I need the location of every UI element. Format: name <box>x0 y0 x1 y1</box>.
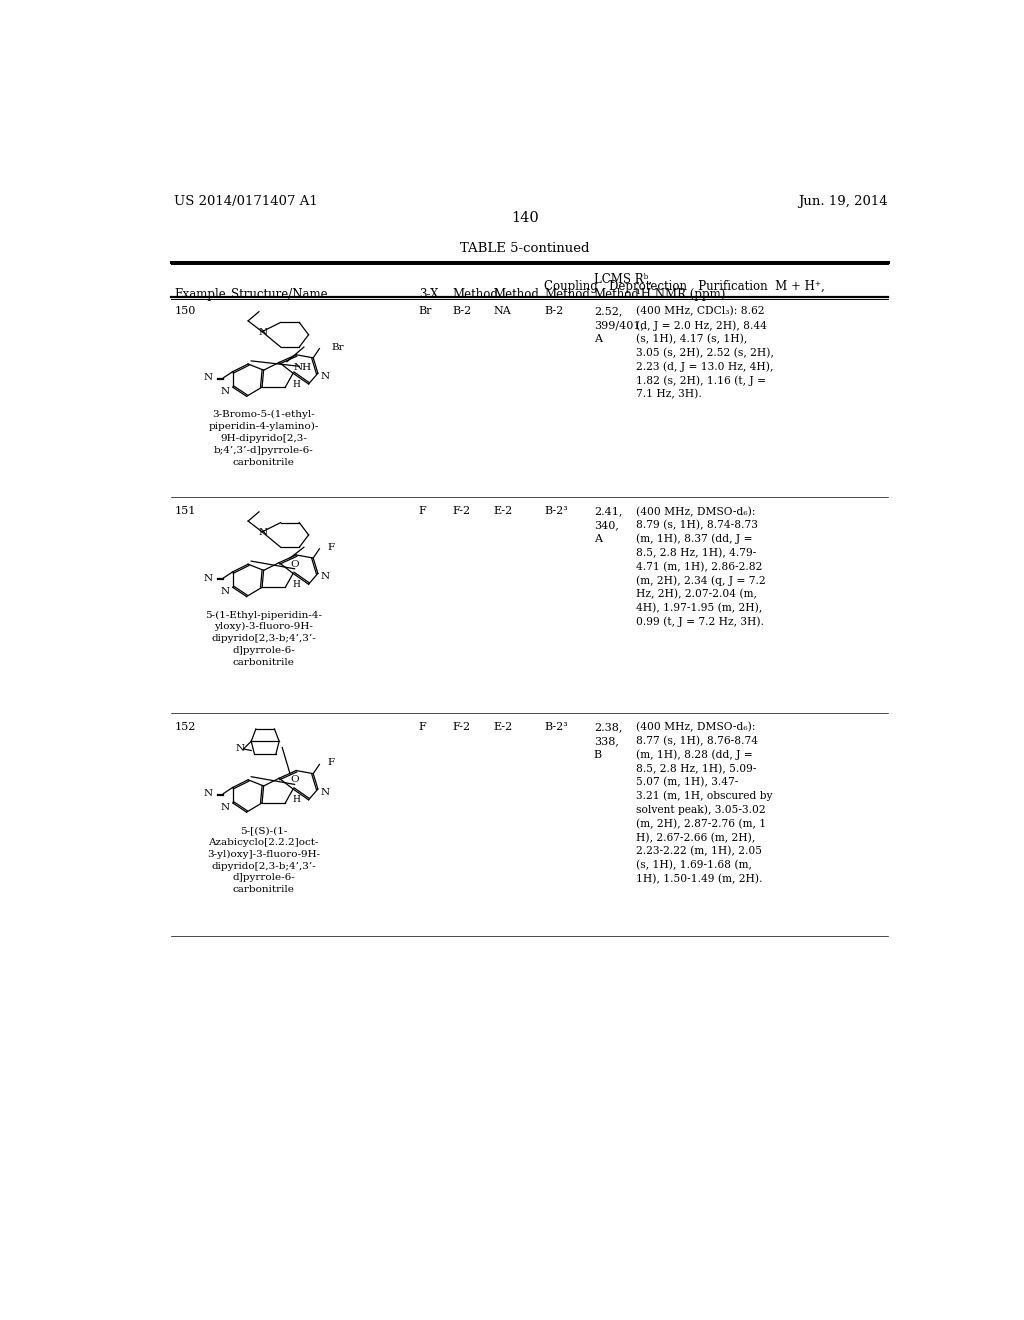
Text: US 2014/0171407 A1: US 2014/0171407 A1 <box>174 195 318 209</box>
Text: TABLE 5-continued: TABLE 5-continued <box>460 242 590 255</box>
Text: N: N <box>220 803 229 812</box>
Text: NH: NH <box>293 363 311 372</box>
Text: 2.52,
399/401,
A: 2.52, 399/401, A <box>594 306 644 345</box>
Text: H: H <box>292 579 300 589</box>
Text: Method: Method <box>494 288 540 301</box>
Text: 2.38,
338,
B: 2.38, 338, B <box>594 722 623 760</box>
Text: E-2: E-2 <box>494 507 513 516</box>
Text: H: H <box>292 380 300 388</box>
Text: 3-X: 3-X <box>419 288 438 301</box>
Text: 140: 140 <box>511 211 539 224</box>
Text: N: N <box>204 374 212 383</box>
Text: H: H <box>292 796 300 804</box>
Text: N: N <box>258 528 267 537</box>
Text: 2.41,
340,
A: 2.41, 340, A <box>594 507 623 544</box>
Text: B-2³: B-2³ <box>544 507 568 516</box>
Text: ¹H NMR (ppm): ¹H NMR (ppm) <box>636 288 725 301</box>
Text: N: N <box>204 574 212 582</box>
Text: O: O <box>291 775 299 784</box>
Text: 152: 152 <box>174 722 196 733</box>
Text: N: N <box>236 744 245 754</box>
Text: (400 MHz, CDCl₃): 8.62
(d, J = 2.0 Hz, 2H), 8.44
(s, 1H), 4.17 (s, 1H),
3.05 (s,: (400 MHz, CDCl₃): 8.62 (d, J = 2.0 Hz, 2… <box>636 306 773 400</box>
Text: (400 MHz, DMSO-d₆):
8.77 (s, 1H), 8.76-8.74
(m, 1H), 8.28 (dd, J =
8.5, 2.8 Hz, : (400 MHz, DMSO-d₆): 8.77 (s, 1H), 8.76-8… <box>636 722 772 884</box>
Text: Example: Example <box>174 288 226 301</box>
Text: Br: Br <box>419 306 432 317</box>
Text: Method: Method <box>594 288 640 301</box>
Text: B-2: B-2 <box>544 306 563 317</box>
Text: Method: Method <box>544 288 590 301</box>
Text: 5-(1-Ethyl-piperidin-4-
yloxy)-3-fluoro-9H-
dipyrido[2,3-b;4’,3’-
d]pyrrole-6-
c: 5-(1-Ethyl-piperidin-4- yloxy)-3-fluoro-… <box>205 610 323 667</box>
Text: E-2: E-2 <box>494 722 513 733</box>
Text: Method: Method <box>452 288 498 301</box>
Text: (400 MHz, DMSO-d₆):
8.79 (s, 1H), 8.74-8.73
(m, 1H), 8.37 (dd, J =
8.5, 2.8 Hz, : (400 MHz, DMSO-d₆): 8.79 (s, 1H), 8.74-8… <box>636 507 765 627</box>
Text: N: N <box>220 387 229 396</box>
Text: NA: NA <box>494 306 512 317</box>
Text: N: N <box>321 788 330 796</box>
Text: 150: 150 <box>174 306 196 317</box>
Text: Structure/Name: Structure/Name <box>230 288 328 301</box>
Text: O: O <box>291 560 299 569</box>
Text: Coupling   Deprotection   Purification  M + H⁺,: Coupling Deprotection Purification M + H… <box>544 280 825 293</box>
Text: N: N <box>321 372 330 380</box>
Text: Br: Br <box>332 343 344 351</box>
Text: Jun. 19, 2014: Jun. 19, 2014 <box>798 195 888 209</box>
Text: F: F <box>419 507 426 516</box>
Text: N: N <box>204 789 212 799</box>
Text: 151: 151 <box>174 507 196 516</box>
Text: LCMS Rᵇ,: LCMS Rᵇ, <box>594 272 652 285</box>
Text: N: N <box>258 327 267 337</box>
Text: B-2³: B-2³ <box>544 722 568 733</box>
Text: N: N <box>220 587 229 597</box>
Text: B-2: B-2 <box>452 306 471 317</box>
Text: F-2: F-2 <box>452 722 470 733</box>
Text: F-2: F-2 <box>452 507 470 516</box>
Text: 5-[(S)-(1-
Azabicyclo[2.2.2]oct-
3-yl)oxy]-3-fluoro-9H-
dipyrido[2,3-b;4’,3’-
d]: 5-[(S)-(1- Azabicyclo[2.2.2]oct- 3-yl)ox… <box>207 826 321 894</box>
Text: N: N <box>321 572 330 581</box>
Text: F: F <box>328 759 334 767</box>
Text: F: F <box>328 543 334 552</box>
Text: 3-Bromo-5-(1-ethyl-
piperidin-4-ylamino)-
9H-dipyrido[2,3-
b;4’,3’-d]pyrrole-6-
: 3-Bromo-5-(1-ethyl- piperidin-4-ylamino)… <box>209 411 318 467</box>
Text: F: F <box>419 722 426 733</box>
